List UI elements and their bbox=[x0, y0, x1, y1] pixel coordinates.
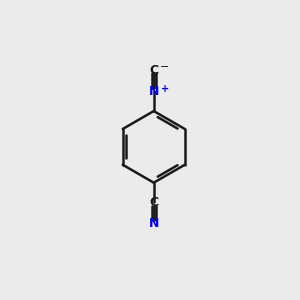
Text: −: − bbox=[160, 62, 169, 72]
Text: C: C bbox=[149, 196, 158, 209]
Text: +: + bbox=[161, 84, 169, 94]
Text: N: N bbox=[148, 85, 159, 98]
Text: N: N bbox=[148, 217, 159, 230]
Text: C: C bbox=[149, 64, 158, 77]
